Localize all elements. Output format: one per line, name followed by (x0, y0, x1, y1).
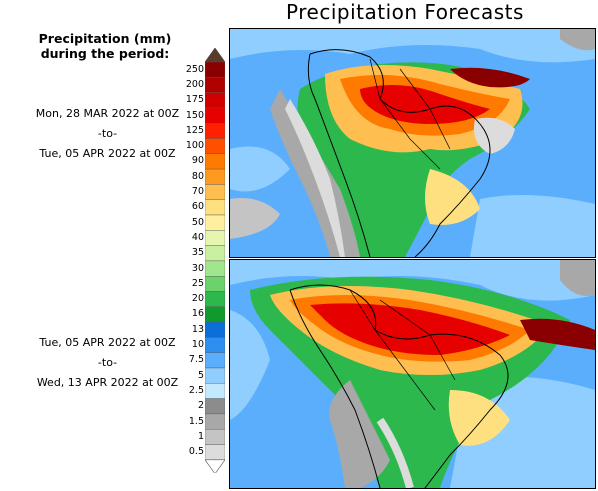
scale-swatch (205, 61, 225, 78)
scale-bottom-arrow (205, 459, 225, 473)
scale-swatch (205, 107, 225, 124)
scale-swatch (205, 444, 225, 461)
scale-level-label: 50 (191, 216, 204, 228)
scale-swatch (205, 153, 225, 170)
period-2-label: Tue, 05 APR 2022 at 00Z -to- Wed, 13 APR… (0, 333, 215, 393)
scale-swatch (205, 92, 225, 109)
scale-level-label: 175 (185, 94, 204, 106)
scale-swatch (205, 398, 225, 415)
scale-level-label: 20 (191, 293, 204, 305)
scale-level-label: 40 (191, 231, 204, 243)
scale-level-label: 200 (185, 78, 204, 90)
legend-heading-line2: during the period: (40, 46, 170, 61)
scale-level-label: 125 (185, 124, 204, 136)
scale-level-label: 60 (191, 201, 204, 213)
scale-level-label: 2 (197, 400, 204, 412)
scale-level-label: 7.5 (188, 354, 204, 366)
scale-swatch (205, 214, 225, 231)
scale-level-label: 10 (191, 339, 204, 351)
scale-swatch (205, 413, 225, 430)
page-title: Precipitation Forecasts (286, 0, 524, 24)
scale-level-label: 1 (197, 430, 204, 442)
scale-level-label: 100 (185, 140, 204, 152)
period-2-separator: -to- (97, 356, 118, 369)
scale-swatch (205, 184, 225, 200)
scale-swatch (205, 168, 225, 185)
scale-swatch (205, 291, 225, 308)
scale-level-label: 35 (191, 247, 204, 259)
scale-level-label: 5 (197, 369, 204, 381)
scale-level-label: 25 (191, 277, 204, 289)
scale-swatch (205, 138, 225, 155)
scale-level-label: 90 (191, 155, 204, 167)
scale-swatch (205, 199, 225, 216)
scale-level-label: 80 (191, 170, 204, 182)
scale-top-arrow (205, 48, 225, 63)
legend-heading-line1: Precipitation (mm) (38, 31, 172, 46)
scale-swatch (205, 383, 225, 399)
scale-swatch (205, 245, 225, 262)
scale-swatch (205, 352, 225, 369)
period-2-end: Wed, 13 APR 2022 at 00Z (36, 376, 179, 389)
scale-swatch (205, 77, 225, 93)
scale-swatch (205, 230, 225, 246)
scale-level-label: 2.5 (188, 384, 204, 396)
legend-heading: Precipitation (mm) during the period: (30, 31, 180, 61)
color-scale-bar (205, 48, 225, 473)
forecast-map-period-2 (229, 259, 596, 489)
scale-swatch (205, 122, 225, 139)
scale-swatch (205, 260, 225, 277)
scale-swatch (205, 367, 225, 384)
scale-level-label: 1.5 (188, 415, 204, 427)
scale-swatch (205, 337, 225, 353)
scale-swatch (205, 429, 225, 445)
period-1-start: Mon, 28 MAR 2022 at 00Z (35, 107, 180, 120)
scale-swatch (205, 306, 225, 323)
scale-level-label: 30 (191, 262, 204, 274)
period-1-label: Mon, 28 MAR 2022 at 00Z -to- Tue, 05 APR… (0, 104, 215, 164)
scale-level-label: 70 (191, 186, 204, 198)
scale-level-label: 150 (185, 109, 204, 121)
scale-level-label: 0.5 (188, 446, 204, 458)
scale-swatch (205, 321, 225, 338)
period-2-start: Tue, 05 APR 2022 at 00Z (39, 336, 176, 349)
period-1-separator: -to- (97, 127, 118, 140)
period-1-end: Tue, 05 APR 2022 at 00Z (39, 147, 176, 160)
scale-level-label: 16 (191, 308, 204, 320)
scale-level-label: 250 (185, 63, 204, 75)
forecast-map-period-1 (229, 28, 596, 258)
scale-swatch (205, 275, 225, 292)
scale-level-label: 13 (191, 323, 204, 335)
